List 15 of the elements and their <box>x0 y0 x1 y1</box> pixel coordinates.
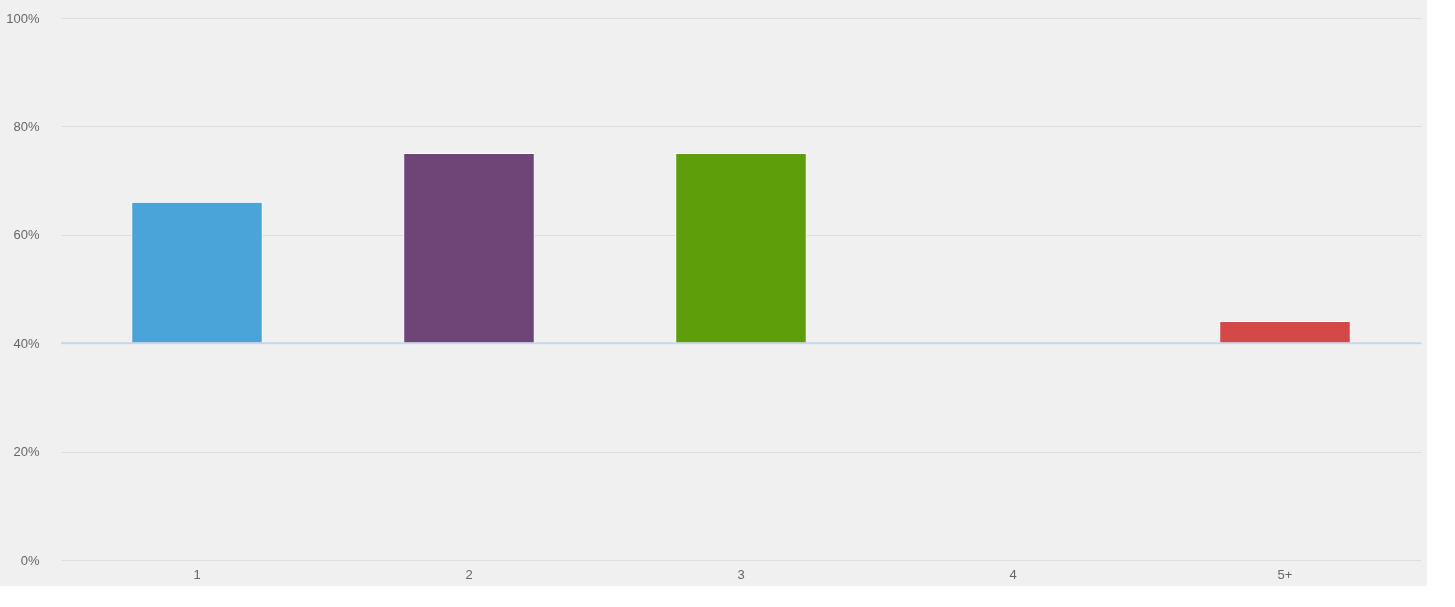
bar <box>131 201 263 344</box>
bar <box>403 153 535 344</box>
y-tick-label: 20% <box>13 444 40 460</box>
bar <box>1219 321 1351 344</box>
x-tick-label: 5+ <box>1277 566 1293 582</box>
y-tick-label: 40% <box>13 335 40 351</box>
y-tick-label: 100% <box>6 10 40 26</box>
x-tick-label: 2 <box>465 566 473 582</box>
x-tick-label: 4 <box>1009 566 1017 582</box>
y-tick-label: 0% <box>20 552 40 568</box>
bar <box>675 153 807 344</box>
x-tick-label: 1 <box>193 566 201 582</box>
y-tick-label: 60% <box>13 227 40 243</box>
y-tick-label: 80% <box>13 118 40 134</box>
x-tick-label: 3 <box>737 566 745 582</box>
